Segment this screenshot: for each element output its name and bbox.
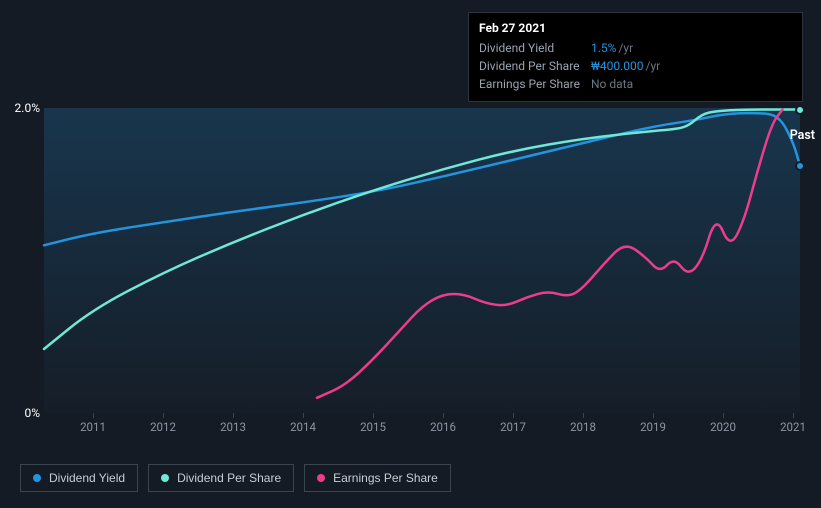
x-tick-mark [723,413,724,418]
tooltip-row-label: Dividend Per Share [479,57,591,75]
legend-dot-icon [161,474,169,482]
chart-plot-area [44,108,800,413]
y-tick-label: 0% [10,406,40,420]
x-tick-label: 2013 [220,420,246,434]
tooltip-row: Dividend Per Share₩400.000 /yr [479,57,792,75]
legend: Dividend Yield Dividend Per Share Earnings… [20,464,451,492]
x-tick-label: 2012 [150,420,176,434]
x-tick-label: 2016 [430,420,456,434]
x-tick-label: 2021 [780,420,806,434]
tooltip-row-value: ₩400.000 [591,57,644,75]
x-tick-label: 2011 [80,420,106,434]
x-tick-label: 2020 [710,420,736,434]
legend-label: Dividend Yield [49,471,125,485]
x-axis: 2011 2012 2013 2014 2015 2016 2017 2018 2019 2020… [44,420,800,440]
series-end-dot-dividend_yield [795,161,805,171]
tooltip-row-nodata: No data [591,75,633,93]
series-end-dot-dividend_per_share [795,105,805,115]
tooltip-row: Dividend Yield1.5% /yr [479,39,792,57]
legend-label: Earnings Per Share [333,471,438,485]
x-tick-mark [373,413,374,418]
tooltip-row-label: Dividend Yield [479,39,591,57]
past-label: Past [790,128,815,143]
x-tick-mark [513,413,514,418]
x-tick-mark [163,413,164,418]
chart-lines [44,108,800,413]
x-tick-label: 2018 [570,420,596,434]
series-line-earnings_per_share [317,110,783,398]
x-tick-label: 2014 [290,420,316,434]
tooltip-row-label: Earnings Per Share [479,75,591,93]
legend-item-dividend_yield[interactable]: Dividend Yield [20,464,138,492]
legend-dot-icon [33,474,41,482]
tooltip-row: Earnings Per ShareNo data [479,75,792,93]
x-tick-label: 2015 [360,420,386,434]
x-tick-mark [233,413,234,418]
series-line-dividend_yield [44,113,800,245]
legend-item-dividend_per_share[interactable]: Dividend Per Share [148,464,294,492]
x-tick-mark [93,413,94,418]
x-tick-mark [583,413,584,418]
tooltip-row-unit: /yr [646,57,661,75]
tooltip-row-unit: /yr [618,39,633,57]
x-tick-label: 2019 [640,420,666,434]
tooltip-date: Feb 27 2021 [479,21,792,35]
x-tick-mark [443,413,444,418]
x-tick-mark [303,413,304,418]
tooltip-row-value: 1.5% [591,39,616,57]
legend-item-earnings_per_share[interactable]: Earnings Per Share [304,464,451,492]
y-tick-label: 2.0% [10,101,40,115]
x-tick-mark [793,413,794,418]
legend-dot-icon [317,474,325,482]
chart-tooltip: Feb 27 2021 Dividend Yield1.5% /yrDivide… [468,12,803,102]
x-tick-mark [653,413,654,418]
series-line-dividend_per_share [44,110,800,350]
legend-label: Dividend Per Share [177,471,281,485]
x-tick-label: 2017 [500,420,526,434]
